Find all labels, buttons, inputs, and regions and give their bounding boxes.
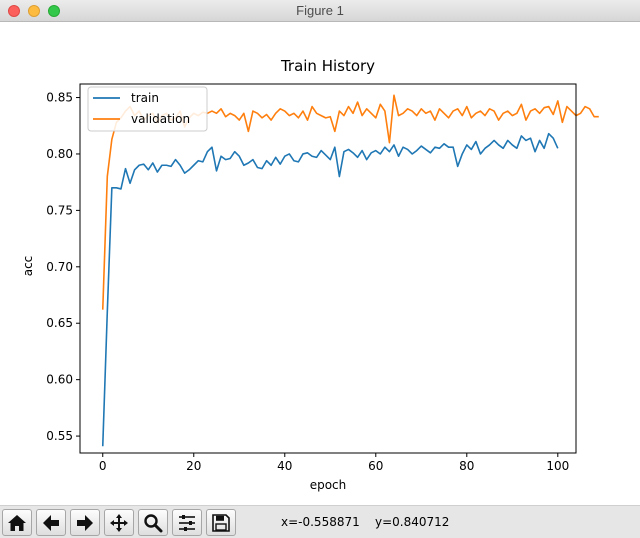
line-chart: Train History 0 20 40 60 80 100 0.55 0.60 0.65 0.…: [21, 57, 599, 492]
y-tick-label: 0.80: [46, 147, 73, 161]
back-button[interactable]: [36, 509, 66, 536]
x-axis-label: epoch: [310, 478, 347, 492]
y-tick-label: 0.75: [46, 203, 73, 217]
y-axis-label: acc: [21, 256, 35, 277]
home-icon: [8, 514, 26, 531]
zoom-magnifier-icon: [144, 513, 163, 532]
zoom-button[interactable]: [138, 509, 168, 536]
pan-button[interactable]: [104, 509, 134, 536]
figure-canvas[interactable]: Train History 0 20 40 60 80 100 0.55 0.60 0.65 0.…: [0, 22, 640, 505]
home-button[interactable]: [2, 509, 32, 536]
cursor-coordinates-readout: x=-0.558871 y=0.840712: [281, 515, 450, 529]
forward-button[interactable]: [70, 509, 100, 536]
chart-legend: train validation: [87, 86, 208, 132]
y-tick-label: 0.60: [46, 373, 73, 387]
y-tick-label: 0.55: [46, 429, 73, 443]
minimize-window-button[interactable]: [28, 5, 40, 17]
window-title: Figure 1: [296, 3, 344, 18]
chart-title: Train History: [280, 57, 375, 75]
legend-label-train: train: [131, 91, 159, 105]
y-tick-label: 0.70: [46, 260, 73, 274]
window-titlebar: Figure 1: [0, 0, 640, 22]
configure-subplots-button[interactable]: [172, 509, 202, 536]
navigation-toolbar: x=-0.558871 y=0.840712: [0, 505, 640, 538]
x-tick-label: 20: [186, 459, 201, 473]
close-window-button[interactable]: [8, 5, 20, 17]
x-tick-label: 60: [368, 459, 383, 473]
axes-frame: [79, 83, 577, 454]
configure-subplots-icon: [179, 514, 195, 531]
x-tick-label: 100: [546, 459, 569, 473]
back-arrow-icon: [43, 514, 59, 531]
y-tick-label: 0.85: [46, 91, 73, 105]
plot-area: 0 20 40 60 80 100 0.55 0.60 0.65 0.70 0.75 0.80 0.85…: [46, 83, 599, 473]
save-floppy-icon: [212, 513, 230, 532]
legend-label-validation: validation: [131, 112, 190, 126]
x-tick-label: 0: [99, 459, 107, 473]
series-line-train: [101, 132, 559, 447]
forward-arrow-icon: [77, 514, 93, 531]
save-button[interactable]: [206, 509, 236, 536]
pan-move-icon: [110, 513, 128, 532]
x-tick-label: 40: [277, 459, 292, 473]
y-tick-label: 0.65: [46, 316, 73, 330]
maximize-window-button[interactable]: [48, 5, 60, 17]
x-tick-label: 80: [459, 459, 474, 473]
